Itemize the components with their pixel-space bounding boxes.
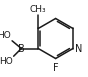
Text: HO: HO [0,57,13,66]
Text: N: N [75,44,82,54]
Text: HO: HO [0,31,11,40]
Text: B: B [18,44,25,54]
Text: F: F [53,63,58,73]
Text: CH₃: CH₃ [30,5,47,14]
